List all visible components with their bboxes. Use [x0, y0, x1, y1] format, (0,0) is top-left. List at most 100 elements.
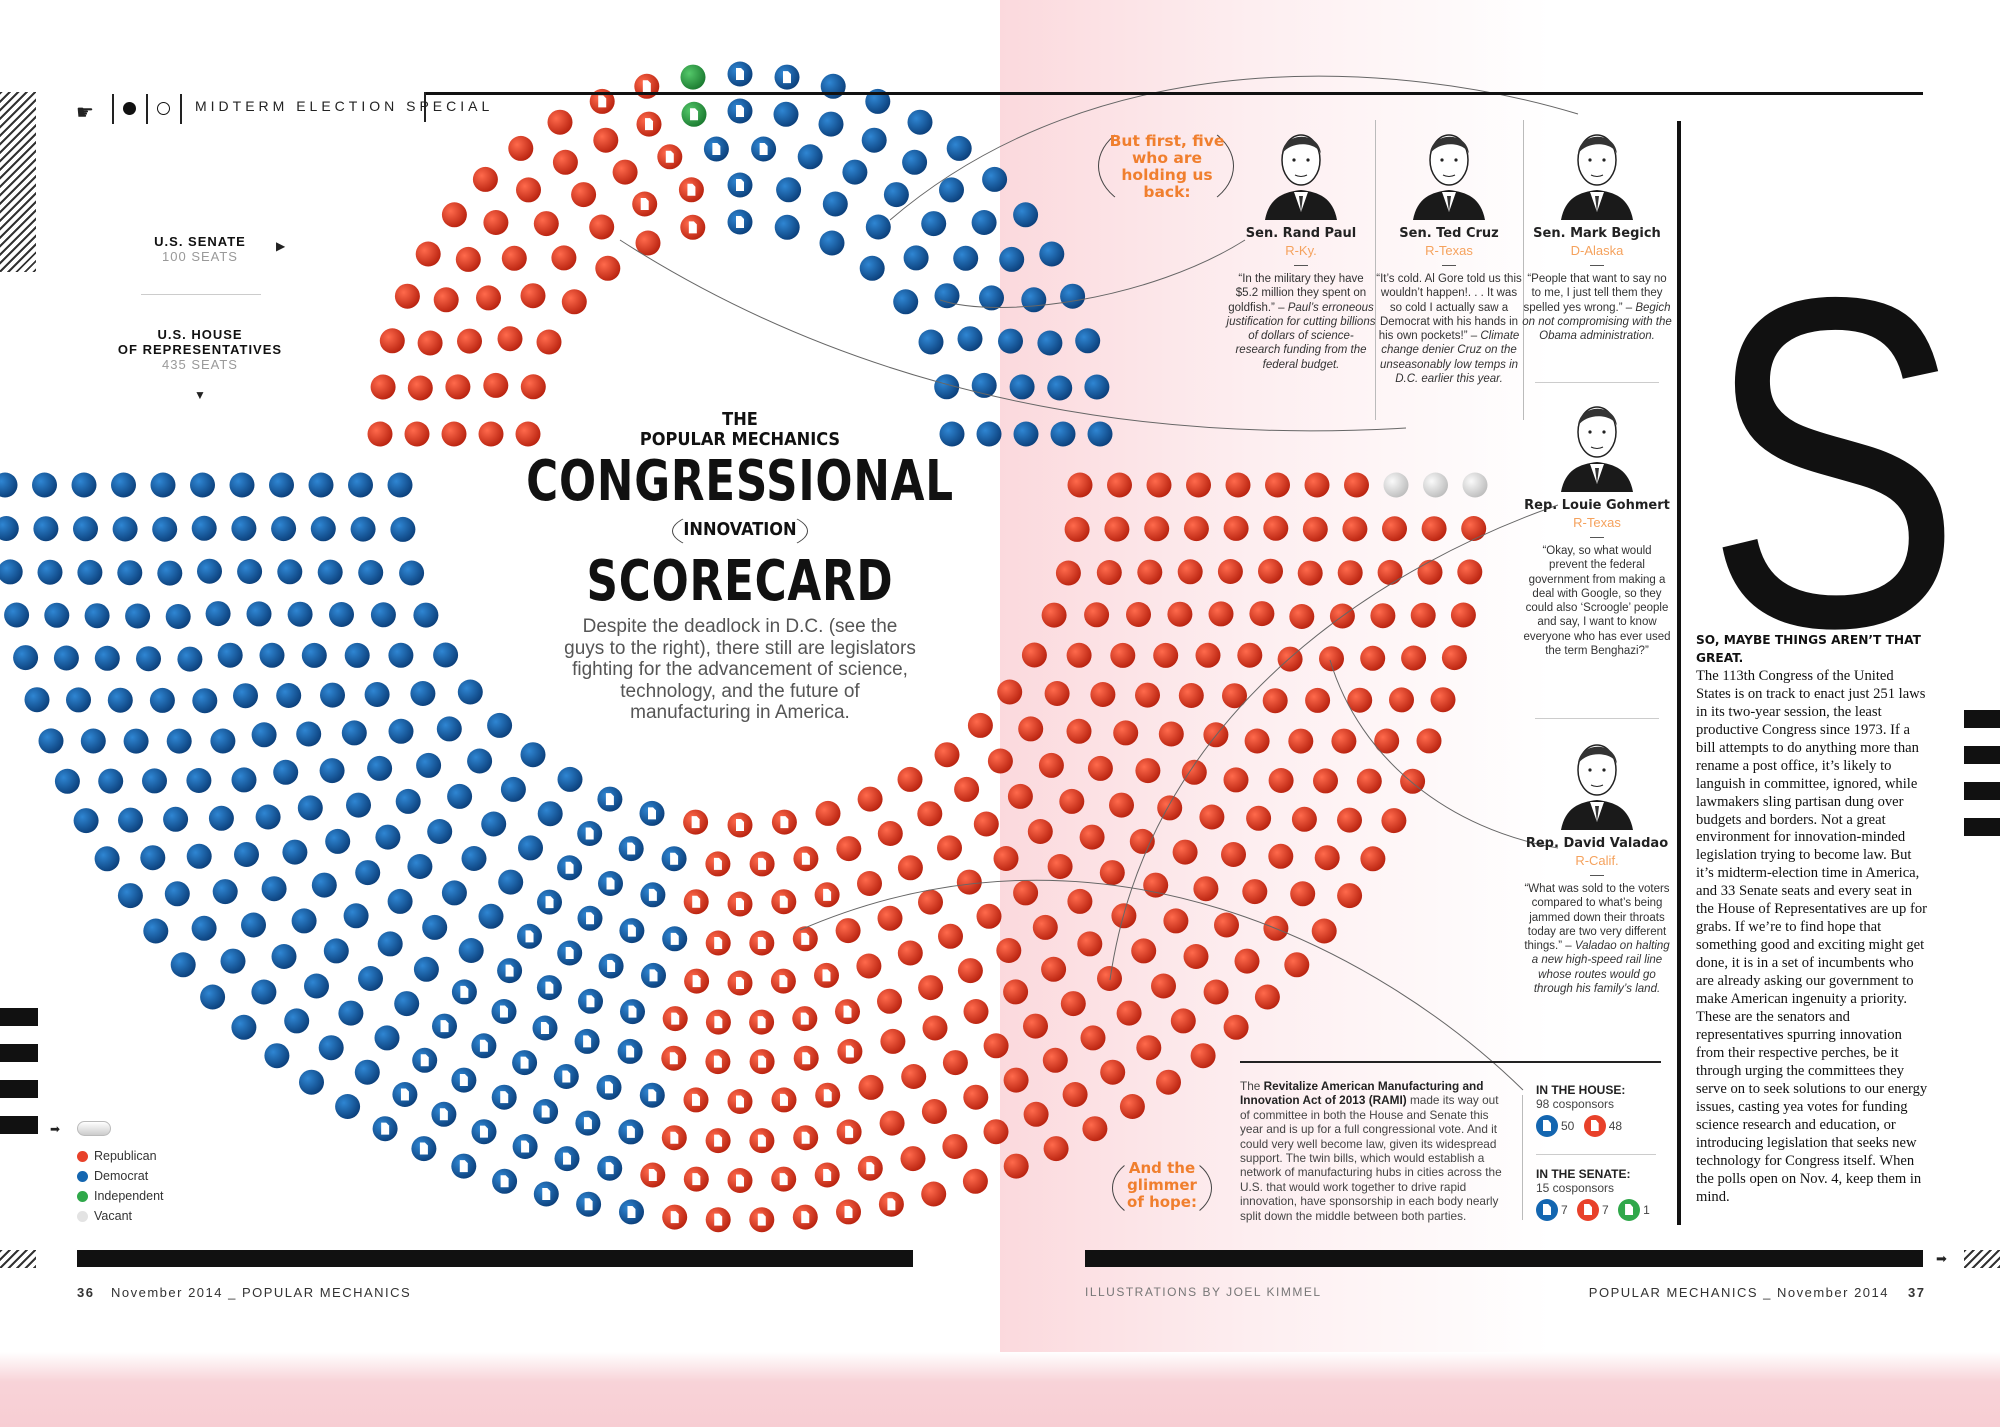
bill-icon — [736, 179, 744, 191]
seat-democrat — [934, 283, 960, 309]
bill-icon — [691, 816, 700, 829]
seat-republican — [836, 836, 862, 862]
bill-icon — [606, 877, 615, 890]
seat-democrat — [893, 289, 919, 315]
bill-icon — [400, 1088, 409, 1101]
seat-democrat — [399, 560, 425, 586]
seat-republican — [1441, 645, 1467, 671]
seat-republican — [1060, 991, 1086, 1017]
bill-icon — [440, 1020, 449, 1033]
bill-icon — [604, 1081, 613, 1094]
seat-democrat — [903, 245, 929, 271]
seat-democrat — [1047, 375, 1073, 401]
seat-republican — [1242, 879, 1268, 905]
seat-republican — [1360, 846, 1386, 872]
seat-republican — [407, 375, 433, 401]
bill-icon — [779, 1173, 788, 1186]
seat-republican — [1096, 560, 1122, 585]
filled-circle-icon — [123, 102, 136, 115]
seat-republican — [957, 958, 983, 984]
seat-republican — [856, 953, 882, 979]
seat-democrat — [865, 88, 891, 114]
seat-republican — [497, 326, 523, 352]
illustration-credit: ILLUSTRATIONS BY JOEL KIMMEL — [1085, 1285, 1322, 1299]
seat-democrat — [163, 806, 189, 832]
seat-republican — [1104, 516, 1130, 542]
count: 1 — [1643, 1203, 1650, 1217]
seat-republican — [1044, 681, 1070, 706]
legend: Republican Democrat Independent Vacant — [77, 1146, 164, 1226]
seat-democrat — [325, 828, 351, 854]
seat-democrat — [818, 111, 844, 137]
seat-republican — [1079, 824, 1105, 850]
bill-icon — [759, 142, 768, 155]
seat-democrat — [427, 819, 453, 844]
seat-republican — [1193, 876, 1219, 902]
seat-democrat — [447, 783, 473, 809]
bill-icon — [801, 852, 810, 865]
seat-republican — [1195, 642, 1221, 668]
arrow-right-icon: ▶ — [276, 239, 286, 253]
bill-icon — [758, 1055, 767, 1068]
bill-icon — [439, 1108, 448, 1121]
bill-icon — [690, 108, 699, 121]
seat-republican — [1077, 931, 1103, 957]
bill-icon — [736, 819, 744, 831]
legend-item-independent: Independent — [77, 1186, 164, 1206]
seat-democrat — [0, 559, 23, 585]
seat-democrat — [117, 560, 143, 586]
seat-republican — [370, 374, 396, 400]
seat-democrat — [323, 938, 349, 964]
seat-democrat — [355, 860, 381, 886]
bill-icon — [520, 1056, 529, 1069]
seat-democrat — [320, 682, 345, 708]
seat-republican — [1080, 1025, 1106, 1051]
seat-democrat — [377, 931, 403, 957]
seat-republican — [1144, 516, 1170, 542]
edge-bar — [1964, 818, 2000, 836]
seat-democrat — [24, 687, 50, 713]
seat-republican — [997, 679, 1023, 705]
bill-icon — [500, 1175, 509, 1188]
seat-republican — [1258, 558, 1283, 584]
politician-party: R-Texas — [1573, 515, 1621, 530]
seat-republican — [1421, 516, 1447, 542]
seat-republican — [900, 1146, 926, 1172]
seat-democrat — [354, 1059, 380, 1085]
seat-republican — [1084, 602, 1110, 628]
bill-icon — [823, 888, 832, 901]
seat-democrat — [0, 472, 18, 498]
title-scorecard: SCORECARD — [586, 549, 894, 614]
seat-republican — [897, 766, 923, 792]
column-rule — [1522, 1095, 1523, 1220]
seat-republican — [857, 786, 883, 812]
seat-republican — [1136, 1035, 1162, 1061]
seat-democrat — [32, 472, 57, 498]
bill-icon — [671, 1012, 680, 1025]
seat-democrat — [842, 159, 868, 185]
seat-democrat — [367, 755, 393, 781]
bill-icon — [736, 898, 744, 910]
seat-republican — [983, 1033, 1009, 1059]
arrow-right-icon: ➡ — [50, 1122, 61, 1136]
seat-democrat — [54, 768, 80, 794]
seat-republican — [1417, 559, 1443, 585]
seat-republican — [1003, 979, 1029, 1005]
divider — [1240, 1061, 1661, 1063]
seat-republican — [921, 1099, 947, 1124]
bill-icon — [757, 936, 766, 949]
section-label: MIDTERM ELECTION SPECIAL — [195, 98, 494, 114]
divider — [424, 92, 426, 122]
democrat-swatch — [77, 1170, 88, 1182]
seat-republican — [1234, 948, 1260, 974]
seat-independent — [680, 64, 706, 90]
rami-text: made its way out of committee in both th… — [1240, 1093, 1502, 1223]
seat-democrat — [255, 804, 281, 830]
politician-card: Sen. Rand Paul R-Ky. “In the military th… — [1226, 120, 1376, 372]
bill-icon — [459, 1074, 468, 1087]
seat-democrat — [413, 602, 439, 628]
seat-republican — [934, 742, 960, 768]
seat-republican — [1107, 472, 1132, 498]
seat-republican — [976, 903, 1002, 929]
seat-republican — [1249, 601, 1275, 627]
